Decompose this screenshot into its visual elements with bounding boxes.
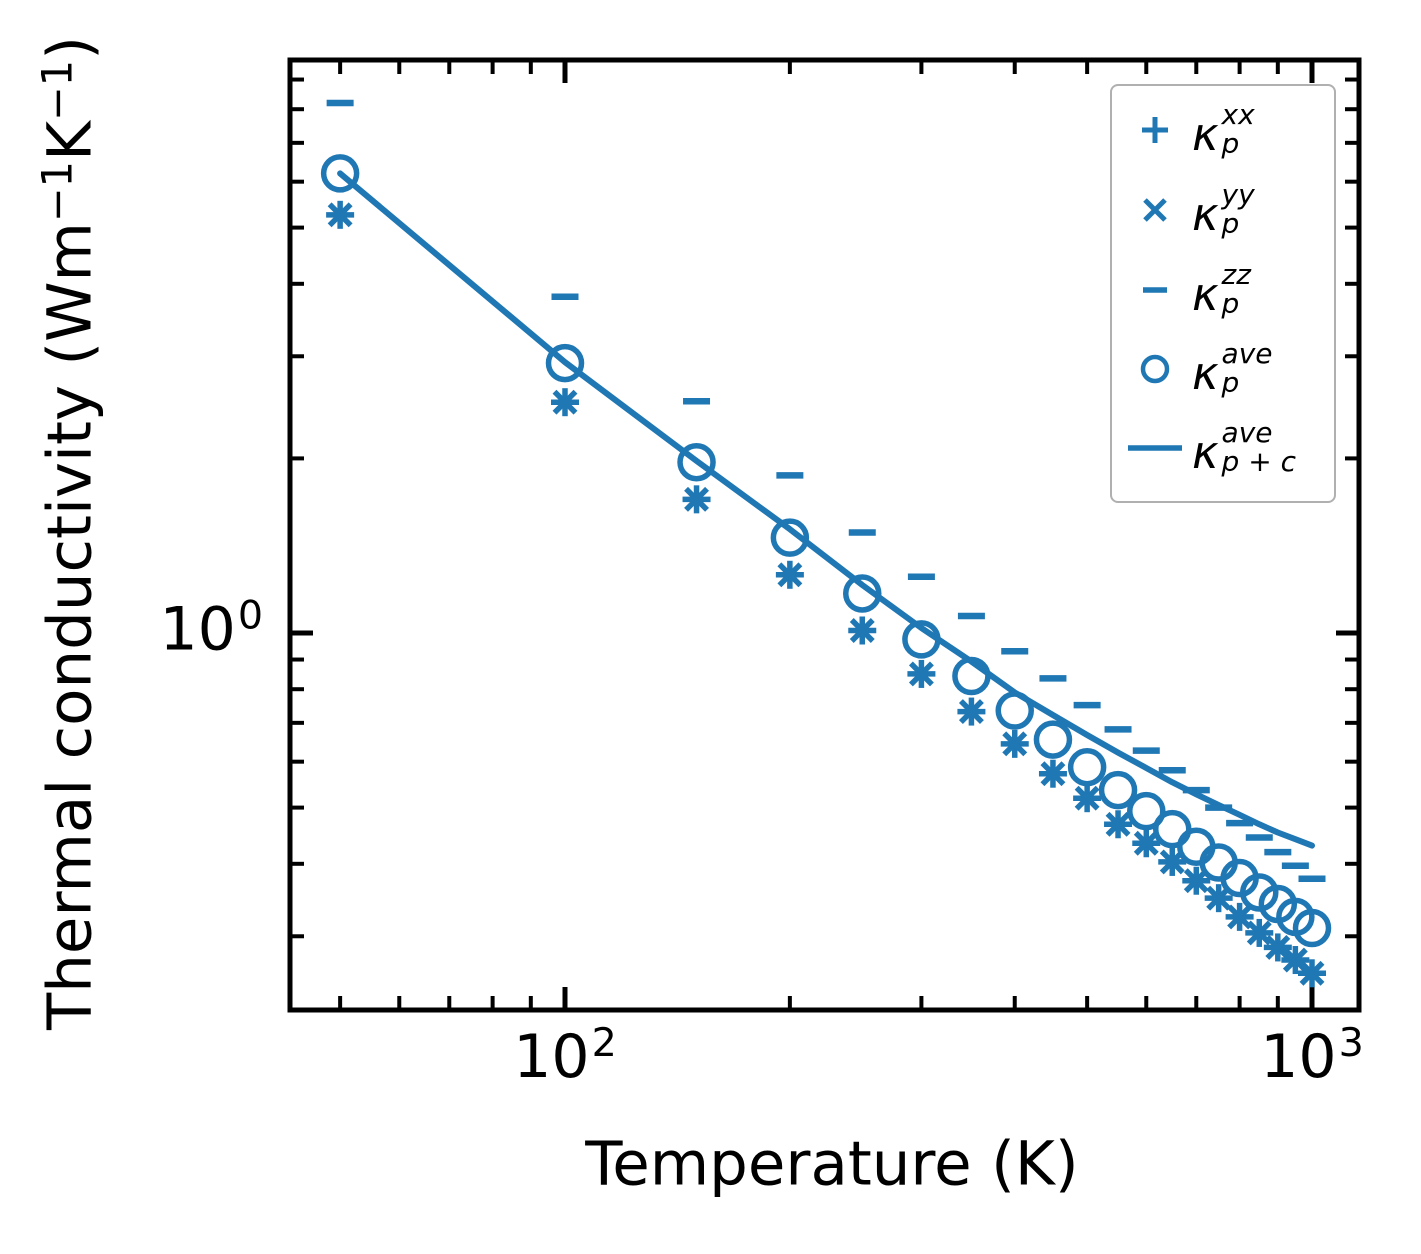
circle-marker-icon [1140,354,1170,384]
x-tick-exp: 3 [1338,1020,1364,1067]
kappa-symbol: κ [1192,346,1219,400]
x-tick-base: 10 [1260,1022,1337,1092]
dash-marker-icon [1143,287,1167,293]
cross-marker-icon [1143,198,1167,222]
kappa-symbol: κ [1192,425,1219,479]
legend-label-indices: ave p + c [1222,419,1296,476]
plus-marker-icon [1142,117,1168,143]
legend-label-indices: xx p [1222,101,1255,158]
legend-item-kappa-p-plus-c-ave: κ ave p + c [1120,410,1334,486]
x-tick-exp: 2 [591,1020,617,1067]
x-axis-title: Temperature (K) [585,1134,1078,1195]
y-tick-base: 10 [159,594,236,665]
legend: κ xx p κ yy p [1110,84,1336,503]
legend-item-kappa-ave: κ ave p [1120,331,1334,407]
kappa-symbol: κ [1192,107,1219,161]
y-tick-exp: 0 [237,592,263,639]
y-axis-title-prefix: Thermal conductivity (Wm [34,222,106,1031]
x-tick-label-1e2: 102 [513,1024,617,1087]
legend-item-kappa-yy: κ yy p [1120,172,1334,248]
legend-label: κ xx p [1192,101,1255,161]
legend-subscript: p [1221,207,1240,240]
legend-superscript: yy [1221,178,1255,212]
x-axis-title-text: Temperature (K) [585,1128,1079,1200]
legend-superscript: ave [1221,416,1273,450]
kappa-symbol: κ [1192,267,1219,321]
legend-label: κ ave p [1192,340,1273,400]
y-axis-title-sup2: −1 [32,59,82,121]
y-axis-title-suffix: ) [34,35,106,60]
legend-label: κ ave p + c [1192,419,1296,479]
legend-label-indices: zz p [1222,261,1251,318]
y-tick-label-1e0: 100 [159,596,263,659]
y-axis-title-sup1: −1 [32,160,82,223]
legend-subscript: p [1221,127,1240,160]
legend-item-kappa-zz: κ zz p [1120,252,1334,328]
y-axis-title-mid: K [34,120,106,161]
legend-subscript: p [1221,287,1240,320]
legend-superscript: ave [1221,337,1273,371]
legend-item-kappa-xx: κ xx p [1120,92,1334,168]
legend-label: κ zz p [1192,261,1251,321]
legend-subscript: p [1221,366,1240,399]
legend-superscript: xx [1221,98,1255,132]
x-tick-base: 10 [513,1022,590,1092]
legend-label: κ yy p [1192,181,1255,241]
legend-label-indices: yy p [1222,181,1255,238]
legend-label-indices: ave p [1222,340,1273,397]
legend-superscript: zz [1221,258,1251,292]
kappa-symbol: κ [1192,187,1219,241]
x-tick-label-1e3: 103 [1260,1024,1364,1087]
y-axis-title: Thermal conductivity (Wm−1K−1) [33,36,106,1030]
line-marker-icon [1128,445,1182,451]
legend-subscript: p + c [1221,445,1296,478]
